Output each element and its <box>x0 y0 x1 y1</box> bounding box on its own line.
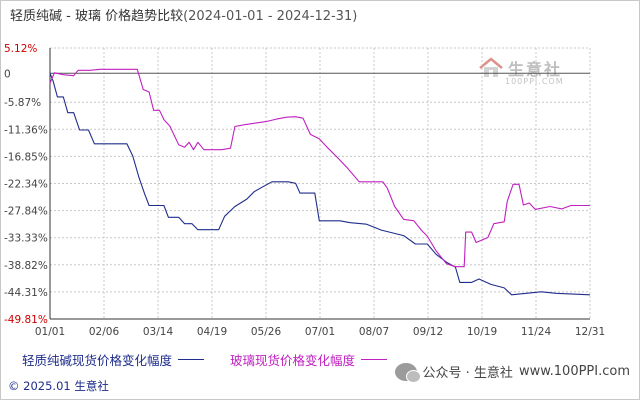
watermark-url: 100PPI.COM <box>505 77 564 86</box>
x-tick-label: 02/06 <box>89 326 120 338</box>
x-tick-label: 04/19 <box>197 326 227 338</box>
x-tick-label: 03/14 <box>143 326 174 338</box>
y-tick-label: -33.33% <box>4 233 48 245</box>
site-url: www.100PPI.com <box>518 364 630 379</box>
legend-label-soda-ash: 轻质纯碱现货价格变化幅度 <box>22 353 173 368</box>
copyright: © 2025.01 生意社 <box>8 379 109 393</box>
series-line-soda-ash <box>49 73 591 296</box>
chart-title-range: (2024-01-01 - 2024-12-31) <box>183 9 358 24</box>
chart-title-main: 轻质纯碱 - 玻璃 价格趋势比较 <box>10 9 184 24</box>
legend-item-soda-ash: 轻质纯碱现货价格变化幅度 <box>22 350 205 369</box>
x-tick-label: 12/31 <box>575 326 605 338</box>
legend-item-glass: 玻璃现货价格变化幅度 <box>230 350 388 369</box>
y-tick-label: -22.34% <box>4 178 48 190</box>
x-tick-label: 11/24 <box>521 326 552 338</box>
chart-title: 轻质纯碱 - 玻璃 价格趋势比较(2024-01-01 - 2024-12-31… <box>10 5 357 24</box>
y-tick-label: -5.87% <box>4 97 41 109</box>
y-tick-label: 5.12% <box>4 43 37 55</box>
series-line-glass <box>49 68 590 268</box>
y-tick-label: -49.81% <box>4 314 48 326</box>
y-tick-label: -38.82% <box>4 260 48 272</box>
wechat-icon <box>394 362 421 383</box>
x-tick-label: 07/01 <box>305 326 335 338</box>
y-tick-label: -11.36% <box>4 124 48 136</box>
y-tick-label: 0 <box>4 68 11 80</box>
y-tick-label: -27.84% <box>4 206 48 218</box>
x-tick-label: 09/12 <box>413 326 443 338</box>
x-tick-label: 05/26 <box>251 326 282 338</box>
x-tick-label: 08/07 <box>359 326 389 338</box>
x-tick-label: 01/01 <box>35 326 65 338</box>
legend-label-glass: 玻璃现货价格变化幅度 <box>230 353 356 368</box>
wechat-account: 公众号 · 生意社 <box>422 366 513 381</box>
legend-swatch-glass <box>361 359 388 360</box>
legend-swatch-soda-ash <box>178 359 205 360</box>
y-tick-label: -44.31% <box>4 287 48 299</box>
y-tick-label: -16.85% <box>4 151 48 163</box>
footer-brand: 公众号 · 生意社 www.100PPI.com <box>394 362 630 383</box>
legend: 轻质纯碱现货价格变化幅度 玻璃现货价格变化幅度 <box>22 350 409 369</box>
x-tick-label: 10/19 <box>467 326 497 338</box>
watermark-text: 生意社 <box>508 60 563 79</box>
